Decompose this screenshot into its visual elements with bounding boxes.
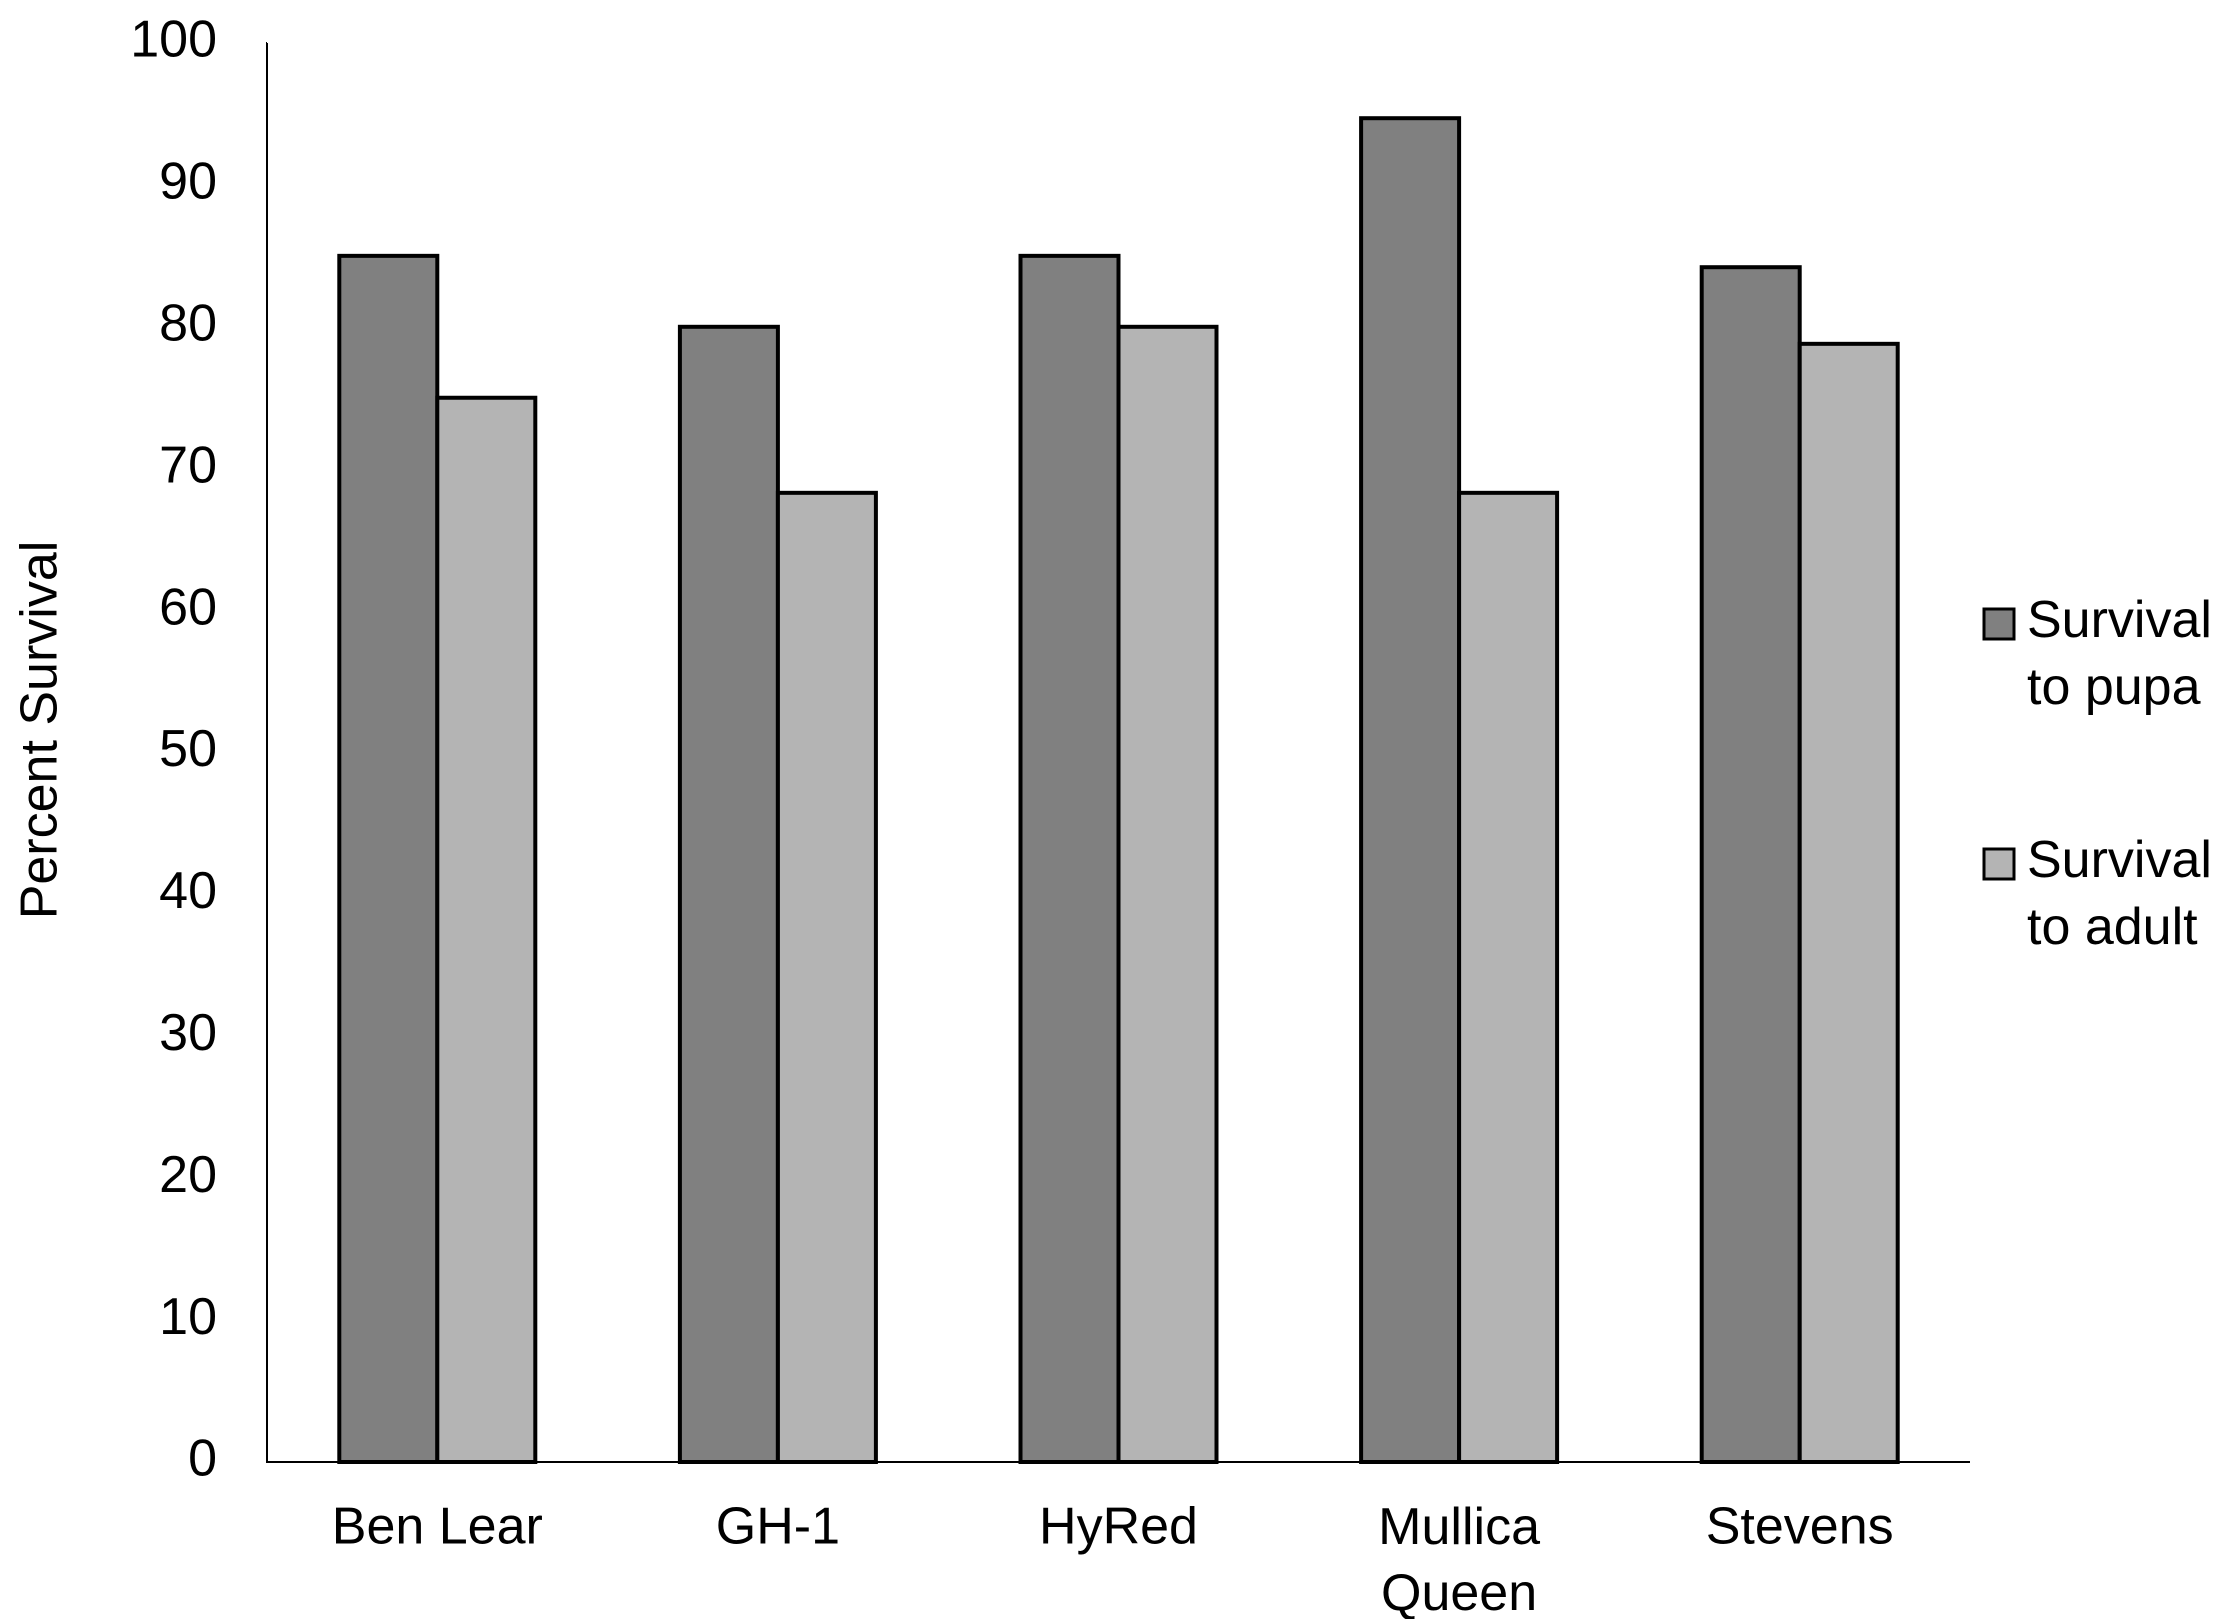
bar [1018, 253, 1121, 1465]
legend-label: Survival to pupa [2027, 591, 2212, 716]
y-tick-label: 70 [159, 436, 217, 494]
legend-label: Survival to adult [2027, 831, 2212, 956]
y-tick-label: 80 [159, 295, 217, 353]
y-tick-label: 40 [159, 862, 217, 920]
y-tick-label: 30 [159, 1004, 217, 1062]
legend-swatch [1982, 607, 2016, 641]
x-tick-label: GH-1 [716, 1498, 840, 1556]
y-axis-label: Percent Survival [11, 541, 69, 920]
bar [435, 395, 538, 1464]
bar [775, 490, 878, 1464]
bar [1457, 490, 1560, 1464]
x-tick-label: Stevens [1706, 1498, 1894, 1556]
bar [1359, 116, 1462, 1464]
y-tick-label: 100 [130, 11, 217, 69]
y-tick-label: 90 [159, 153, 217, 211]
y-tick-label: 20 [159, 1146, 217, 1204]
y-tick-label: 0 [188, 1430, 217, 1488]
bar [1699, 265, 1802, 1464]
y-tick-label: 10 [159, 1288, 217, 1346]
x-tick-label: Ben Lear [332, 1498, 543, 1556]
x-tick-label: Mullica Queen [1378, 1498, 1540, 1619]
bar [1116, 324, 1219, 1464]
y-tick-label: 60 [159, 578, 217, 636]
bar [1797, 341, 1900, 1464]
x-tick-label: HyRed [1039, 1498, 1198, 1556]
legend-swatch [1982, 847, 2016, 881]
bar [337, 253, 440, 1465]
bar [677, 324, 780, 1464]
y-tick-label: 50 [159, 720, 217, 778]
